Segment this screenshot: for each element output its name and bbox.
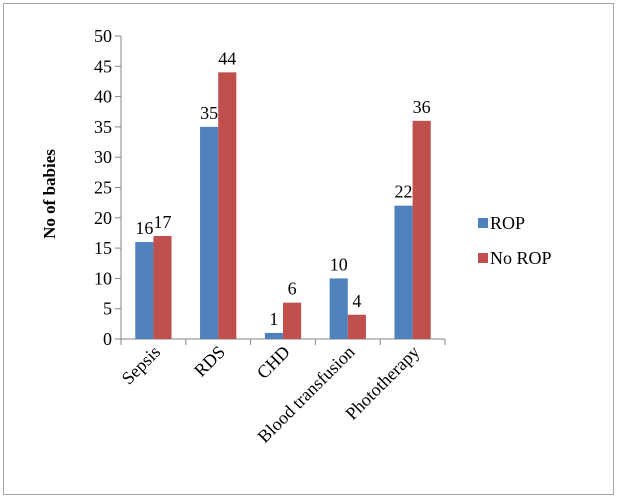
legend-label: No ROP [490,248,552,268]
legend: ROP No ROP [478,213,552,268]
y-axis: 0 5 10 15 20 25 30 35 40 45 50 [94,26,122,349]
data-label: 36 [413,97,431,117]
bar-group [135,72,431,340]
bar-no-rop [347,314,366,339]
y-tick-label: 30 [94,147,112,167]
y-tick-label: 35 [94,117,112,137]
data-label: 17 [153,212,171,232]
y-tick-label: 45 [94,56,112,76]
legend-swatch [478,218,488,228]
y-tick-label: 40 [94,87,112,107]
y-tick-label: 20 [94,208,112,228]
bar-no-rop [283,302,302,339]
y-tick-label: 10 [94,268,112,288]
data-label: 1 [269,309,278,329]
y-tick-label: 15 [94,238,112,258]
x-tick-label: Sepsis [118,342,165,389]
y-tick-label: 25 [94,178,112,198]
data-label: 6 [288,279,297,299]
bar-rop [329,278,348,339]
bar-chart: No of babies 0 5 10 15 20 25 30 35 40 45 50 Sepsis… [40,26,552,447]
legend-label: ROP [490,213,525,233]
x-tick-label: RDS [190,342,229,381]
bar-no-rop [153,235,172,339]
bar-rop [264,332,283,339]
bar-rop [135,242,154,339]
x-tick-label: CHD [253,342,294,383]
chart-frame: No of babies 0 5 10 15 20 25 30 35 40 45 50 Sepsis… [3,3,614,495]
data-label: 22 [395,182,413,202]
data-label: 16 [135,218,153,238]
y-axis-title: No of babies [40,149,59,239]
y-tick-label: 0 [103,329,112,349]
y-tick-label: 5 [103,299,112,319]
y-tick-label: 50 [94,26,112,46]
data-label: 35 [200,103,218,123]
data-label: 10 [330,254,348,274]
bar-rop [394,205,413,339]
bar-no-rop [412,120,431,339]
data-label: 44 [218,48,236,68]
legend-swatch [478,253,488,263]
bar-no-rop [218,72,237,340]
bar-rop [200,126,219,340]
data-label: 4 [352,291,361,311]
